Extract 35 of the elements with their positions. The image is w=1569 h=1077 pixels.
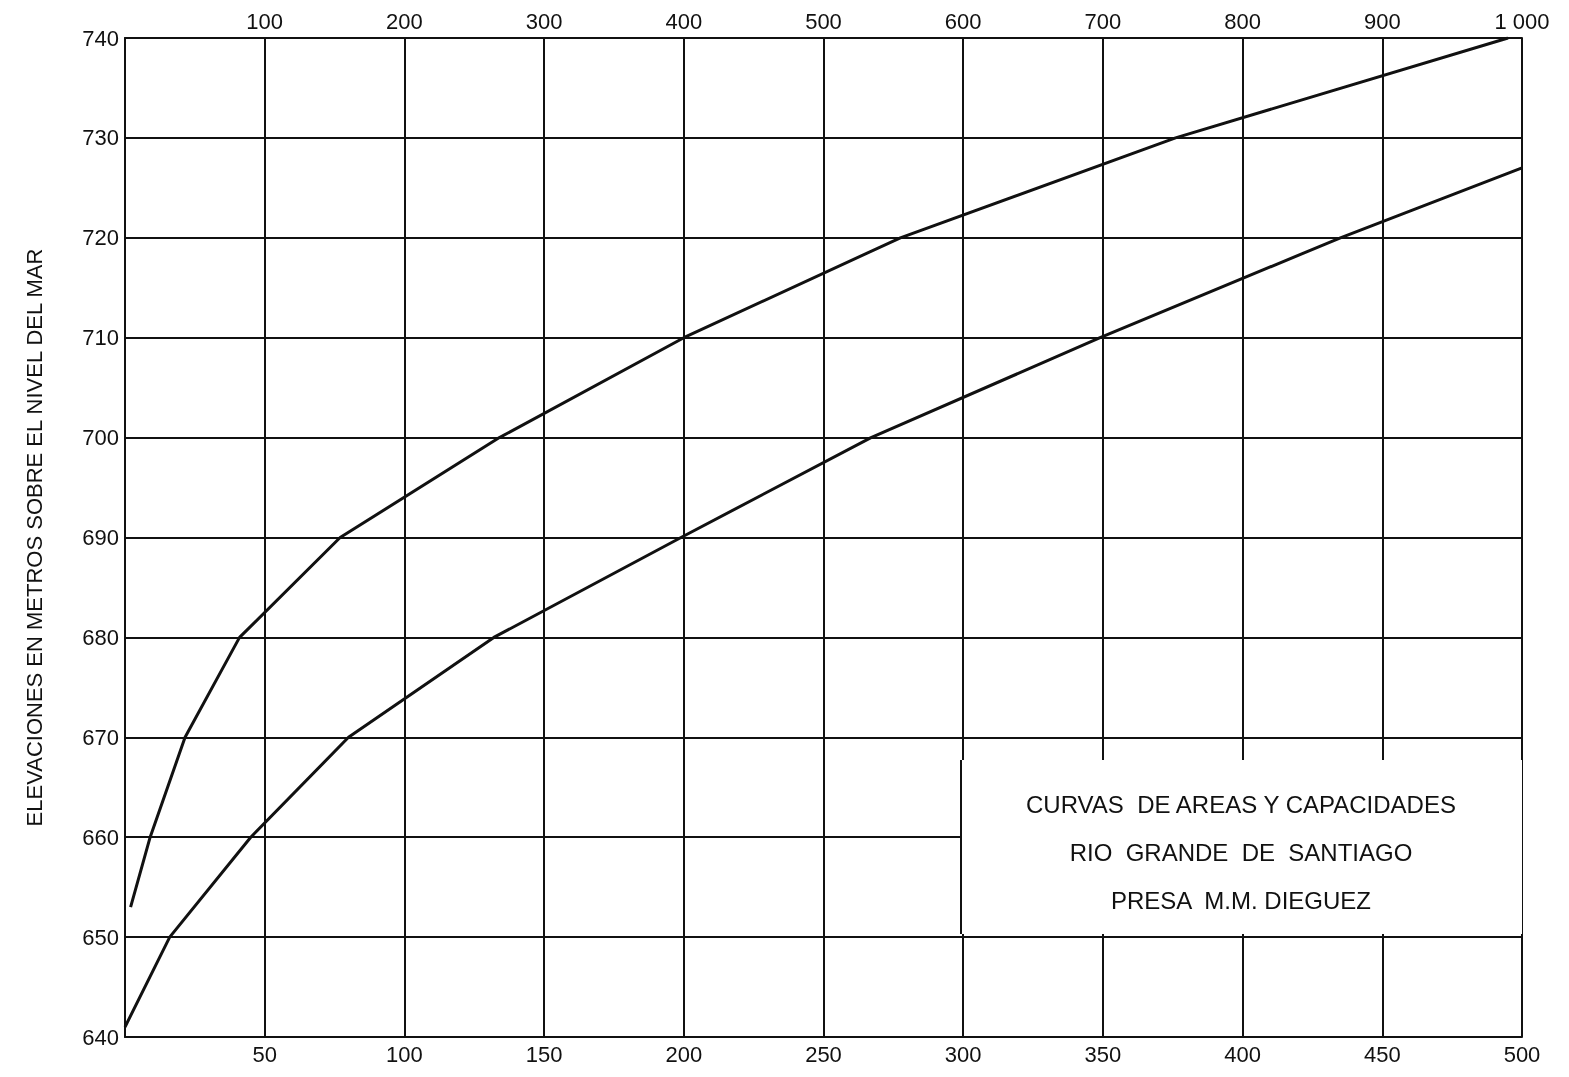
x2-tick-label: 500 — [805, 8, 842, 34]
y-tick-label: 680 — [82, 624, 119, 650]
y-tick-label: 700 — [82, 425, 119, 451]
y-tick-label: 710 — [82, 325, 119, 351]
y-tick-label: 740 — [82, 25, 119, 51]
x2-tick-label: 600 — [944, 8, 982, 34]
x2-tick-label: 1 000 — [1494, 8, 1550, 34]
x2-tick-label: 800 — [1224, 8, 1261, 34]
y-axis-title: ELEVACIONES EN METROS SOBRE EL NIVEL DEL MAR — [21, 248, 47, 827]
x-tick-label: 50 — [252, 1041, 277, 1067]
x2-tick-label: 100 — [246, 8, 284, 34]
x-tick-label: 200 — [665, 1041, 703, 1067]
annotation: RIO GRANDE DE SANTIAGO — [1069, 838, 1413, 866]
x-tick-label: 500 — [1503, 1041, 1541, 1067]
x-tick-label: 150 — [525, 1041, 563, 1067]
y-tick-label: 720 — [82, 225, 119, 251]
y-tick-label: 640 — [82, 1024, 119, 1050]
x2-tick-label: 300 — [525, 8, 563, 34]
x2-tick-label: 200 — [386, 8, 423, 34]
annotation: CURVAS DE AREAS Y CAPACIDADES — [1026, 790, 1456, 818]
x-tick-label: 300 — [944, 1041, 982, 1067]
annotation: PRESA M.M. DIEGUEZ — [1110, 886, 1372, 914]
x-tick-label: 450 — [1363, 1041, 1401, 1067]
y-tick-label: 690 — [82, 525, 119, 550]
x-tick-label: 250 — [805, 1041, 842, 1067]
x2-tick-label: 900 — [1363, 8, 1401, 34]
y-tick-label: 670 — [82, 724, 119, 750]
x2-tick-label: 400 — [665, 8, 703, 34]
y-tick-label: 650 — [82, 924, 119, 950]
y-tick-label: 660 — [82, 824, 119, 850]
x-tick-label: 100 — [386, 1041, 423, 1067]
x-tick-label: 350 — [1084, 1041, 1122, 1067]
y-tick-label: 730 — [82, 125, 119, 151]
x-tick-label: 400 — [1224, 1041, 1261, 1067]
x2-tick-label: 700 — [1084, 8, 1122, 34]
